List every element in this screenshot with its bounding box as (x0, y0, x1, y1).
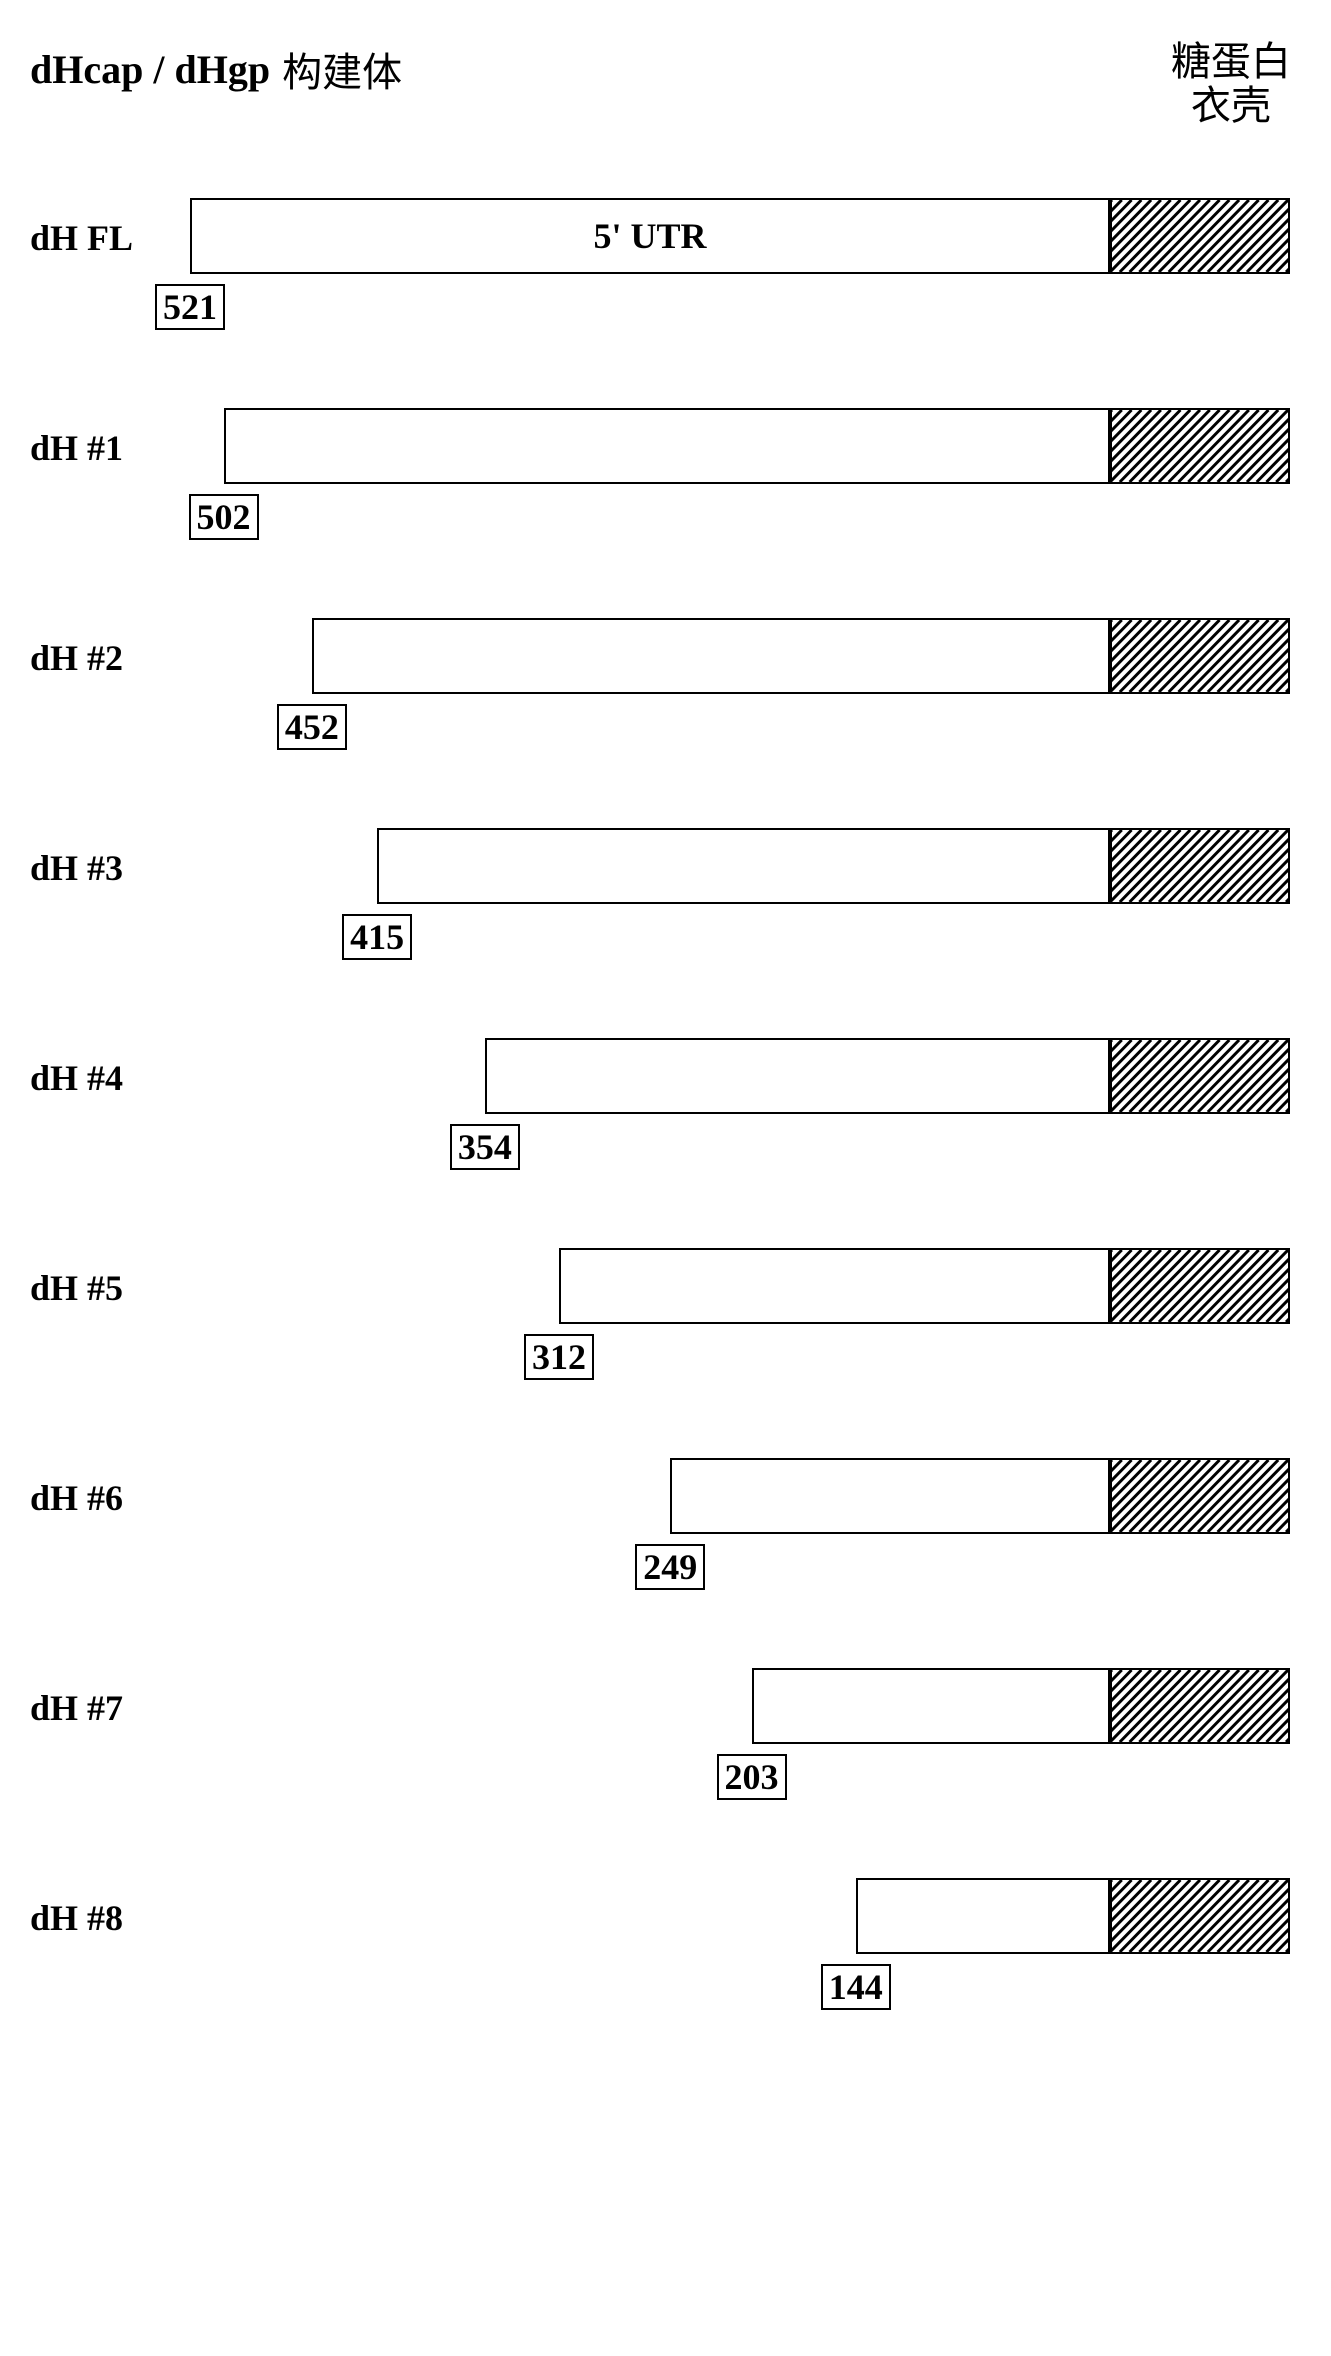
construct-label: dH #8 (30, 1897, 190, 1939)
constructs-list: dH FL5' UTR521dH #1502dH #2452dH #3415dH… (30, 198, 1301, 1958)
length-label: 203 (717, 1754, 787, 1800)
construct-track: 249 (190, 1458, 1301, 1538)
glycoprotein-capsid-region (1110, 1668, 1290, 1744)
construct-row: dH #8144 (30, 1878, 1301, 1958)
length-label: 521 (155, 284, 225, 330)
construct-track: 415 (190, 828, 1301, 908)
construct-label: dH #3 (30, 847, 190, 889)
utr-region (856, 1878, 1110, 1954)
construct-row: dH #6249 (30, 1458, 1301, 1538)
length-label: 312 (524, 1334, 594, 1380)
utr-region (485, 1038, 1110, 1114)
construct-row: dH #3415 (30, 828, 1301, 908)
utr-region (377, 828, 1110, 904)
length-label: 502 (189, 494, 259, 540)
utr-region (224, 408, 1110, 484)
length-label: 415 (342, 914, 412, 960)
construct-label: dH FL (30, 217, 190, 259)
construct-label: dH #5 (30, 1267, 190, 1309)
length-label: 144 (821, 1964, 891, 2010)
construct-row: dH #2452 (30, 618, 1301, 698)
glycoprotein-capsid-region (1110, 198, 1290, 274)
utr-region: 5' UTR (190, 198, 1110, 274)
glycoprotein-capsid-label: 糖蛋白 衣壳 (1151, 40, 1311, 128)
construct-label: dH #6 (30, 1477, 190, 1519)
utr-region (559, 1248, 1110, 1324)
construct-label: dH #2 (30, 637, 190, 679)
right-label-line2: 衣壳 (1151, 84, 1311, 128)
glycoprotein-capsid-region (1110, 1038, 1290, 1114)
length-label: 249 (635, 1544, 705, 1590)
glycoprotein-capsid-region (1110, 408, 1290, 484)
diagram-title: dHcap / dHgp 构建体 (30, 40, 1301, 98)
title-english: dHcap / dHgp (30, 46, 270, 93)
construct-track: 5' UTR521 (190, 198, 1301, 278)
utr-region (312, 618, 1110, 694)
construct-row: dH FL5' UTR521 (30, 198, 1301, 278)
construct-label: dH #4 (30, 1057, 190, 1099)
construct-track: 144 (190, 1878, 1301, 1958)
construct-row: dH #5312 (30, 1248, 1301, 1328)
construct-track: 502 (190, 408, 1301, 488)
length-label: 354 (450, 1124, 520, 1170)
glycoprotein-capsid-region (1110, 618, 1290, 694)
construct-track: 203 (190, 1668, 1301, 1748)
construct-row: dH #1502 (30, 408, 1301, 488)
utr-region (670, 1458, 1110, 1534)
construct-row: dH #7203 (30, 1668, 1301, 1748)
construct-track: 312 (190, 1248, 1301, 1328)
construct-row: dH #4354 (30, 1038, 1301, 1118)
right-label-line1: 糖蛋白 (1151, 40, 1311, 84)
glycoprotein-capsid-region (1110, 828, 1290, 904)
glycoprotein-capsid-region (1110, 1878, 1290, 1954)
construct-track: 354 (190, 1038, 1301, 1118)
utr-region (752, 1668, 1110, 1744)
utr-text-label: 5' UTR (593, 215, 706, 257)
glycoprotein-capsid-region (1110, 1248, 1290, 1324)
glycoprotein-capsid-region (1110, 1458, 1290, 1534)
length-label: 452 (277, 704, 347, 750)
construct-label: dH #1 (30, 427, 190, 469)
title-chinese: 构建体 (282, 40, 402, 98)
construct-track: 452 (190, 618, 1301, 698)
construct-label: dH #7 (30, 1687, 190, 1729)
